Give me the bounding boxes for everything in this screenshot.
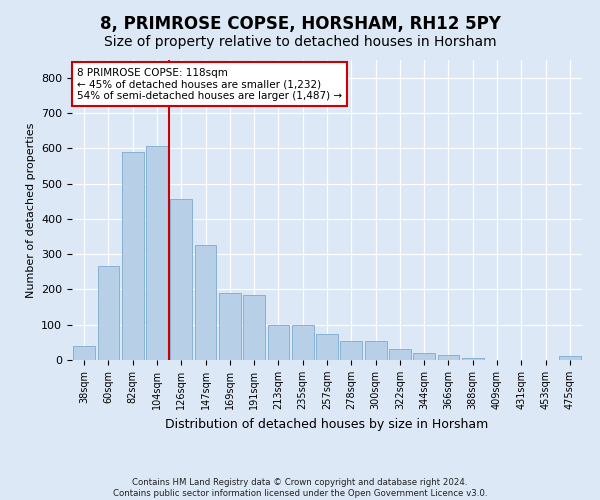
Bar [97,266,119,360]
Text: Contains HM Land Registry data © Crown copyright and database right 2024.
Contai: Contains HM Land Registry data © Crown c… [113,478,487,498]
Bar [73,346,95,360]
Text: 8 PRIMROSE COPSE: 118sqm
← 45% of detached houses are smaller (1,232)
54% of sem: 8 PRIMROSE COPSE: 118sqm ← 45% of detach… [77,68,342,100]
X-axis label: Distribution of detached houses by size in Horsham: Distribution of detached houses by size … [166,418,488,430]
Bar [316,334,338,360]
Bar [219,293,241,360]
Bar [340,340,362,360]
Bar [243,294,265,360]
Bar [413,353,435,360]
Text: Size of property relative to detached houses in Horsham: Size of property relative to detached ho… [104,35,496,49]
Bar [122,152,143,360]
Bar [292,324,314,360]
Text: 8, PRIMROSE COPSE, HORSHAM, RH12 5PY: 8, PRIMROSE COPSE, HORSHAM, RH12 5PY [100,15,500,33]
Bar [389,350,411,360]
Bar [559,356,581,360]
Bar [268,324,289,360]
Bar [365,340,386,360]
Bar [437,354,460,360]
Bar [194,246,217,360]
Bar [462,358,484,360]
Y-axis label: Number of detached properties: Number of detached properties [26,122,35,298]
Bar [146,146,168,360]
Bar [170,200,192,360]
